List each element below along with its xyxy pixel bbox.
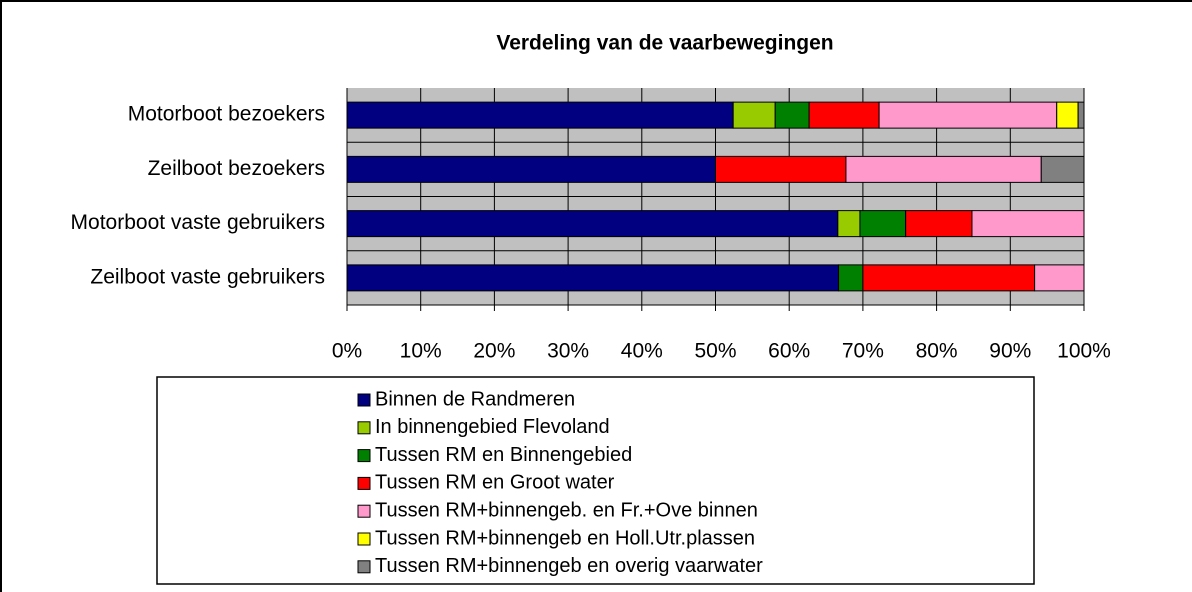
x-tick-label: 70% [842,340,884,363]
x-tick-label: 60% [768,340,810,363]
legend [156,376,1035,585]
bar-segment [808,101,880,129]
bar-segment [838,264,864,292]
legend-label: Binnen de Randmeren [375,388,575,410]
x-tick-label: 30% [547,340,589,363]
bar-segment [905,210,973,238]
legend-label: In binnengebied Flevoland [375,416,610,438]
bar-segment [346,264,840,292]
bar-segment [845,155,1042,183]
y-tick-label: Motorboot vaste gebruikers [71,211,325,234]
bar-segment [837,210,861,238]
bar-segment [732,101,776,129]
y-tick-label: Zeilboot bezoekers [148,157,325,180]
legend-swatch [357,393,371,407]
legend-label: Tussen RM en Binnengebied [375,444,632,466]
bar-segment [1056,101,1079,129]
bar-segment [1077,101,1085,129]
chart-title: Verdeling van de vaarbewegingen [496,32,833,55]
x-tick-label: 10% [400,340,442,363]
bar-segment [715,155,847,183]
x-tick-label: 0% [332,340,362,363]
x-tick-label: 90% [989,340,1031,363]
legend-label: Tussen RM+binnengeb en Holl.Utr.plassen [375,527,755,549]
bar-segment [346,210,839,238]
legend-swatch [357,476,371,490]
x-tick-label: 50% [694,340,736,363]
bar-segment [346,155,716,183]
bar-segment [346,101,734,129]
x-tick-label: 40% [621,340,663,363]
bar-segment [859,210,907,238]
bar-segment [1034,264,1085,292]
x-tick-label: 20% [473,340,515,363]
x-tick-label: 100% [1057,340,1111,363]
bar-segment [878,101,1058,129]
legend-label: Tussen RM+binnengeb en overig vaarwater [375,555,763,577]
legend-label: Tussen RM+binnengeb. en Fr.+Ove binnen [375,499,758,521]
y-tick-label: Motorboot bezoekers [128,103,325,126]
legend-swatch [357,421,371,435]
bar-segment [774,101,810,129]
legend-label: Tussen RM en Groot water [375,472,615,494]
y-tick-label: Zeilboot vaste gebruikers [90,265,325,288]
legend-swatch [357,449,371,463]
bar-segment [971,210,1085,238]
legend-swatch [357,504,371,518]
legend-swatch [357,560,371,574]
bar-segment [1040,155,1085,183]
legend-swatch [357,532,371,546]
bar-segment [862,264,1036,292]
x-tick-label: 80% [916,340,958,363]
